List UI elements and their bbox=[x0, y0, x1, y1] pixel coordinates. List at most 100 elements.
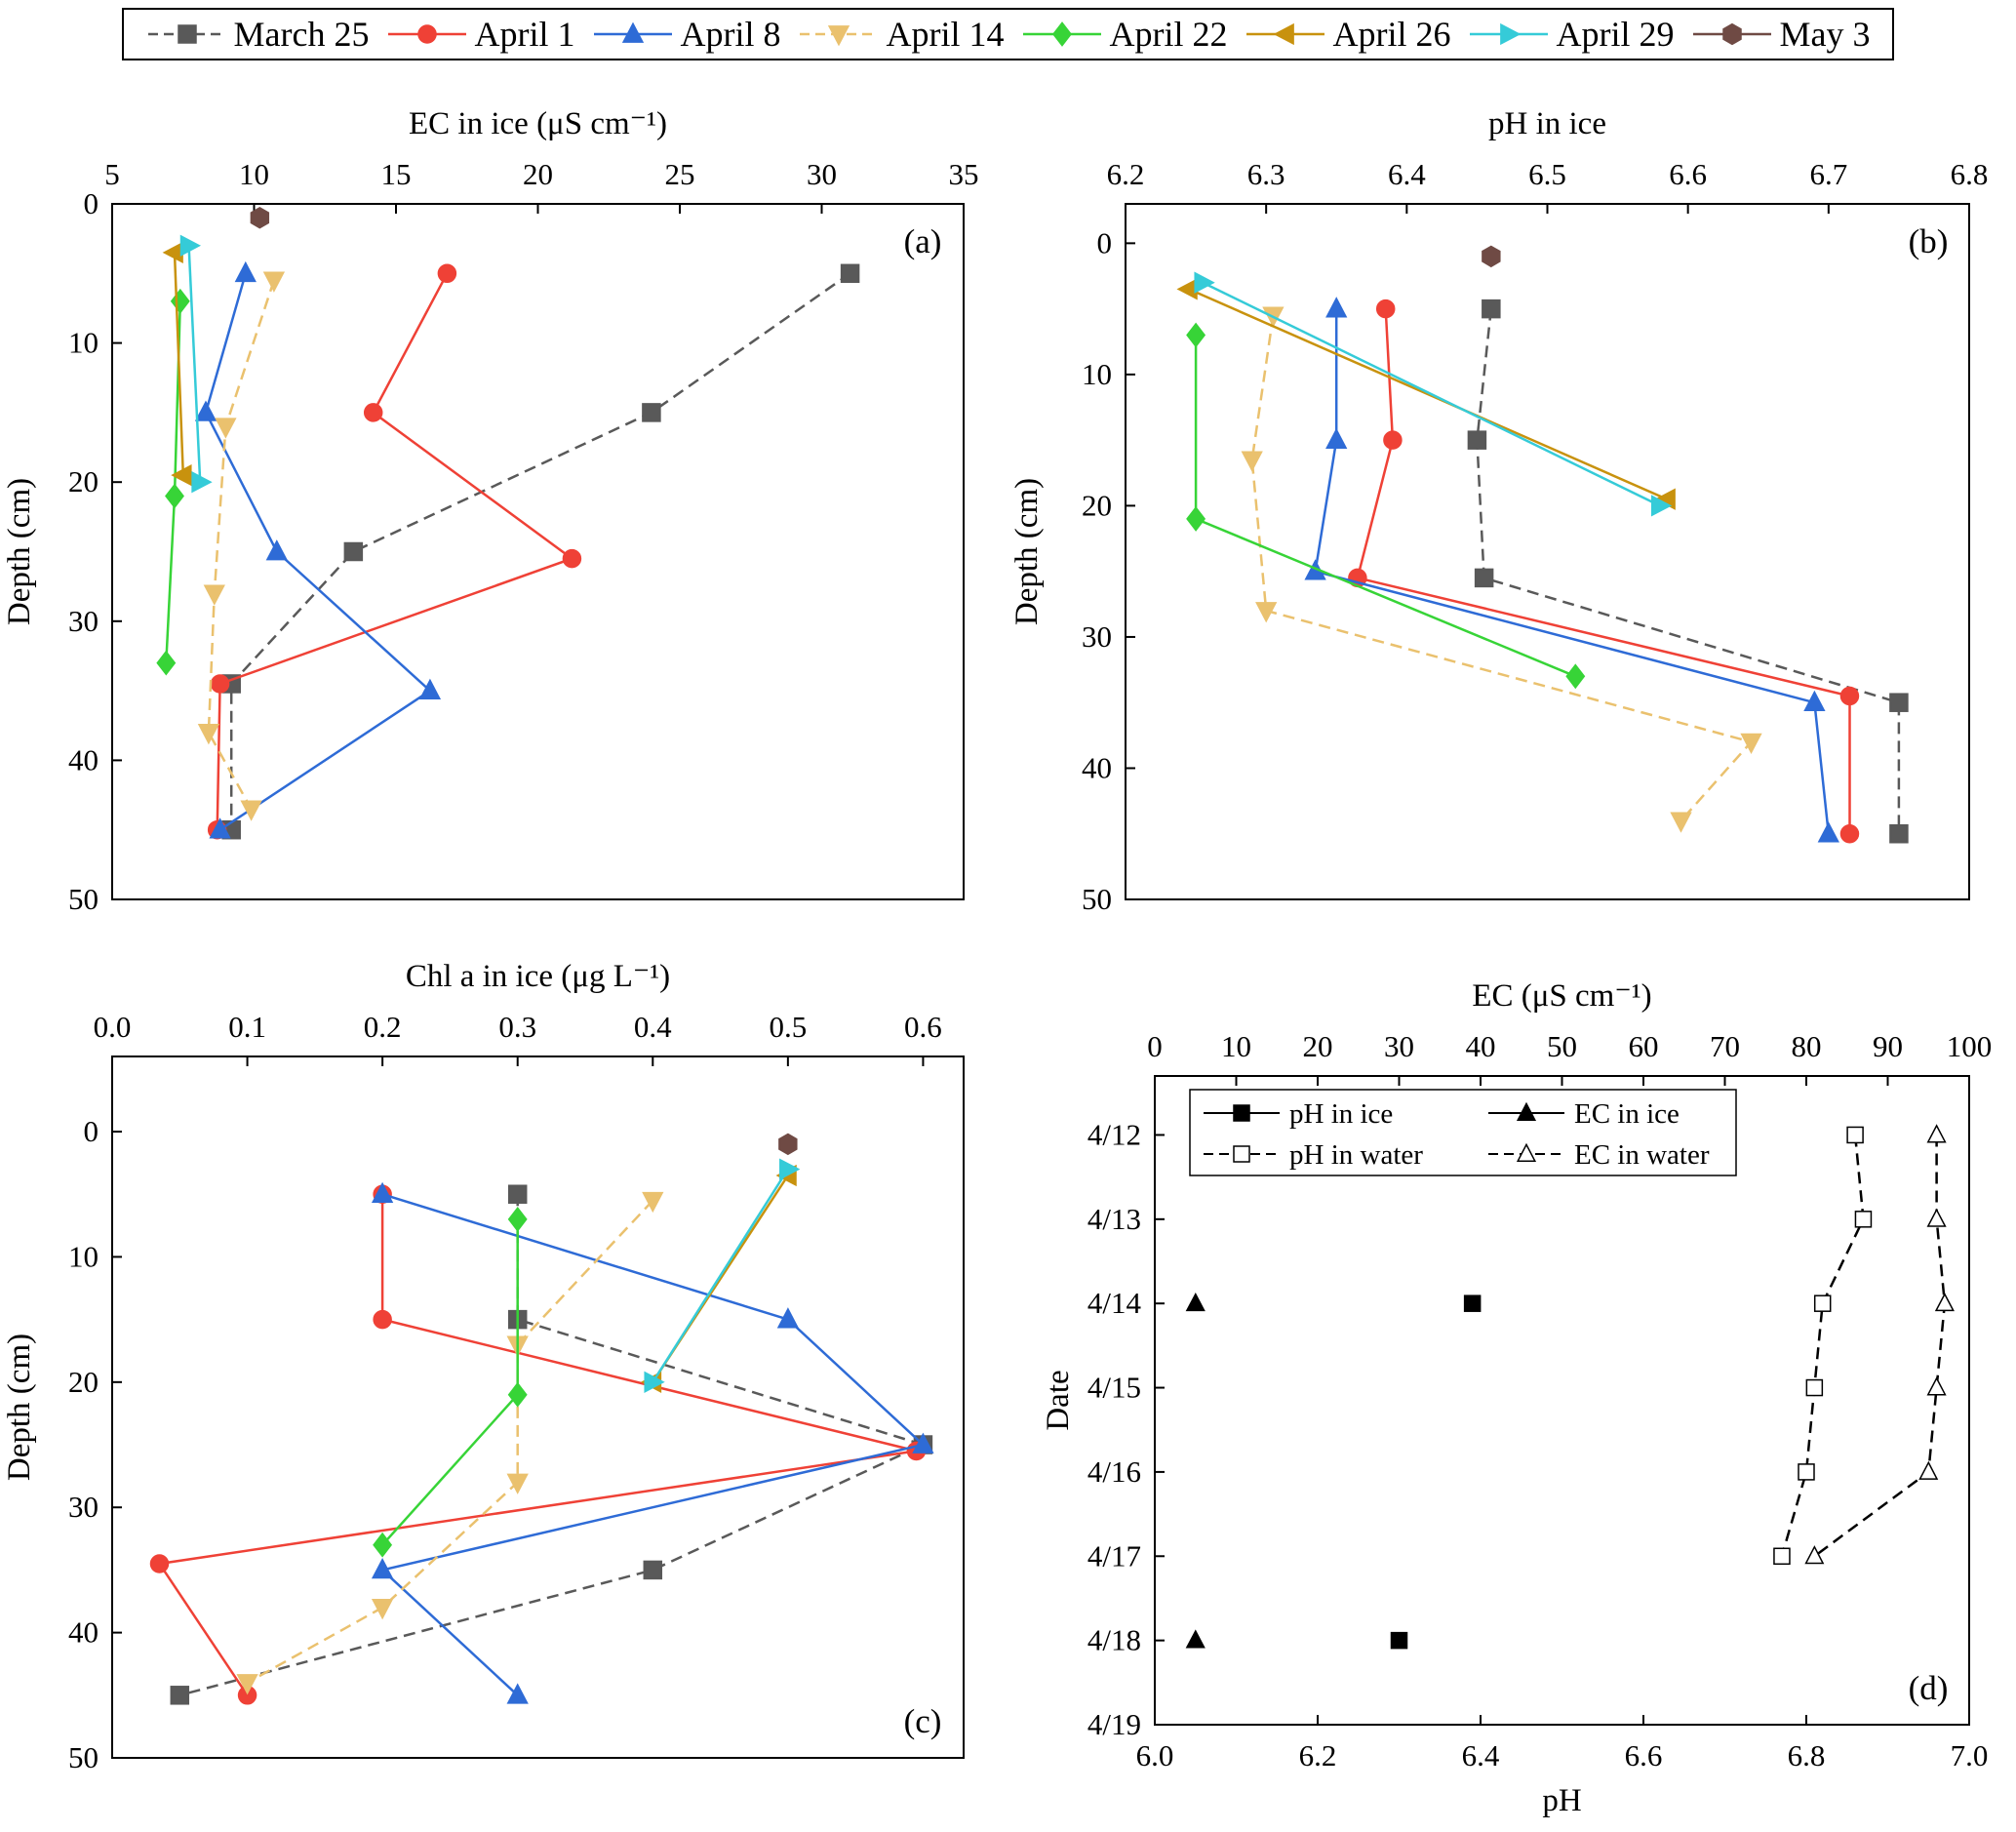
series-april-8 bbox=[1304, 297, 1839, 843]
panel-label-d: (d) bbox=[1909, 1669, 1949, 1707]
triangle-up-marker-icon bbox=[265, 539, 288, 561]
triangle-right-marker-icon bbox=[644, 1371, 665, 1393]
x-tick-label: 30 bbox=[807, 157, 837, 191]
x-axis-title: pH in ice bbox=[1488, 106, 1606, 141]
y-tick-label: 4/13 bbox=[1087, 1202, 1141, 1236]
diamond-marker-icon bbox=[156, 650, 177, 676]
triangle-left-marker-icon bbox=[171, 463, 192, 487]
diamond-marker-icon bbox=[373, 1532, 393, 1558]
triangle-down-marker-icon bbox=[1255, 602, 1278, 623]
series-april-26 bbox=[1176, 278, 1676, 510]
series-april-8 bbox=[194, 260, 442, 839]
y-tick-label: 4/18 bbox=[1087, 1623, 1141, 1657]
plot-frame bbox=[111, 1055, 965, 1759]
x-tick-label: 40 bbox=[1466, 1029, 1496, 1063]
series-line bbox=[652, 1168, 789, 1383]
legend-swatch-april-22 bbox=[1023, 21, 1102, 47]
x-tick-label: 100 bbox=[1947, 1029, 1993, 1063]
panel-label-b: (b) bbox=[1909, 222, 1949, 260]
triangle-down-marker-icon bbox=[240, 800, 262, 821]
triangle-down-marker-icon bbox=[506, 1473, 529, 1494]
y-tick-label: 0 bbox=[84, 186, 99, 220]
square-marker-icon bbox=[1805, 1378, 1824, 1397]
triangle-up-marker-icon bbox=[1803, 690, 1826, 712]
triangle-down-marker-icon bbox=[197, 724, 220, 745]
diamond-marker-icon bbox=[1052, 21, 1073, 47]
diamond-marker-icon bbox=[1186, 505, 1206, 532]
triangle-up-marker-icon bbox=[234, 260, 257, 283]
x-tick-label: 7.0 bbox=[1951, 1738, 1989, 1772]
triangle-up-marker-icon bbox=[371, 1181, 394, 1204]
y-tick-label: 0 bbox=[1097, 225, 1113, 259]
x-axis-title-bottom: pH bbox=[1542, 1783, 1581, 1818]
series-line bbox=[216, 272, 575, 830]
diamond-marker-icon bbox=[1565, 663, 1586, 690]
triangle-up-marker-icon bbox=[1185, 1629, 1206, 1649]
x-tick-label: 0.5 bbox=[769, 1010, 807, 1044]
legend-swatch-april-14 bbox=[800, 25, 879, 47]
y-tick-label: 50 bbox=[68, 1740, 99, 1774]
series-may-3 bbox=[1482, 245, 1501, 268]
triangle-right-marker-icon bbox=[179, 234, 202, 257]
triangle-left-marker-icon bbox=[1274, 22, 1295, 46]
triangle-up-marker-icon bbox=[1926, 1208, 1947, 1227]
series-line bbox=[1356, 308, 1851, 834]
triangle-down-marker-icon bbox=[236, 1674, 258, 1695]
legend-item-may-3: May 3 bbox=[1682, 14, 1878, 55]
legend-item-april-14: April 14 bbox=[789, 14, 1012, 55]
x-tick-label: 0 bbox=[1147, 1029, 1163, 1063]
series-line bbox=[173, 252, 185, 476]
triangle-left-marker-icon bbox=[162, 241, 183, 264]
series-line bbox=[1188, 288, 1668, 500]
series-may-3 bbox=[778, 1133, 798, 1156]
figure: March 25 April 1 April 8 April 14 April 22 Ap… bbox=[0, 8, 2016, 1818]
legend-swatch-april-29 bbox=[1470, 22, 1549, 46]
legend-swatch-april-1 bbox=[388, 24, 467, 44]
y-tick-label: 4/15 bbox=[1087, 1371, 1141, 1405]
x-tick-label: 0.4 bbox=[634, 1010, 672, 1044]
triangle-right-marker-icon bbox=[779, 1158, 801, 1180]
x-axis-title: EC in ice (μS cm⁻¹) bbox=[409, 106, 667, 141]
series-march-25 bbox=[1467, 299, 1909, 844]
panel-c: 0.0 0.1 0.2 0.3 0.4 0.5 0.6 0 10 20 30 40 50 Chl a in… bbox=[0, 925, 1008, 1818]
x-tick-label: 6.4 bbox=[1388, 157, 1426, 191]
legend-label: May 3 bbox=[1779, 15, 1871, 54]
y-axis-title: Depth (cm) bbox=[2, 1334, 37, 1481]
y-tick-label: 4/14 bbox=[1087, 1286, 1142, 1320]
square-marker-icon bbox=[642, 403, 661, 422]
diamond-marker-icon bbox=[1186, 322, 1206, 348]
panel-label-a: (a) bbox=[904, 222, 942, 260]
x-tick-label: 6.6 bbox=[1625, 1738, 1663, 1772]
y-tick-label: 10 bbox=[68, 1239, 99, 1273]
y-tick-label: 4/16 bbox=[1087, 1454, 1141, 1489]
circle-marker-icon bbox=[417, 24, 438, 44]
triangle-up-marker-icon bbox=[506, 1683, 529, 1704]
series-ec-in-ice bbox=[1185, 1292, 1206, 1649]
series-april-29 bbox=[179, 234, 213, 494]
y-tick-label: 30 bbox=[68, 1490, 99, 1524]
y-tick-label: 10 bbox=[1082, 357, 1112, 391]
series-april-29 bbox=[1194, 271, 1673, 517]
panel-b: 6.2 6.3 6.4 6.5 6.6 6.7 6.8 0 10 20 30 40 50 pH in ic… bbox=[1008, 62, 2016, 925]
series-line bbox=[187, 245, 202, 483]
triangle-down-marker-icon bbox=[371, 1599, 394, 1620]
triangle-right-marker-icon bbox=[1650, 495, 1673, 517]
circle-marker-icon bbox=[437, 263, 457, 284]
triangle-up-marker-icon bbox=[1804, 1545, 1825, 1565]
circle-marker-icon bbox=[210, 674, 230, 694]
series-april-22 bbox=[373, 1206, 528, 1558]
series-april-22 bbox=[1186, 322, 1586, 690]
series-line bbox=[1250, 315, 1754, 822]
diamond-marker-icon bbox=[507, 1206, 528, 1232]
x-tick-label: 6.4 bbox=[1462, 1738, 1500, 1772]
triangle-up-marker-icon bbox=[194, 400, 217, 421]
x-tick-label: 20 bbox=[1303, 1029, 1333, 1063]
triangle-up-marker-icon bbox=[1934, 1292, 1955, 1312]
series-line bbox=[178, 1194, 927, 1697]
square-marker-icon bbox=[1233, 1104, 1250, 1122]
legend-item-april-26: April 26 bbox=[1236, 14, 1459, 55]
legend-label: April 29 bbox=[1556, 15, 1675, 54]
legend-label: April 8 bbox=[680, 15, 781, 54]
legend-swatch-may-3 bbox=[1693, 22, 1772, 46]
triangle-down-marker-icon bbox=[1670, 812, 1692, 833]
